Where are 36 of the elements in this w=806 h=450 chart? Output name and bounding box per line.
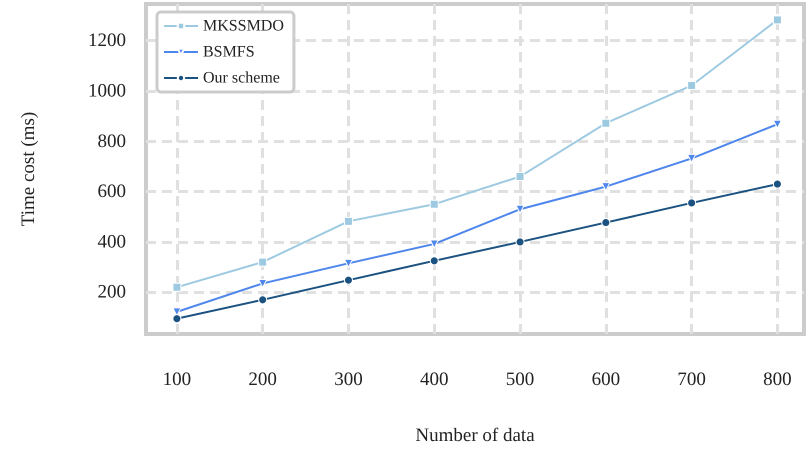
legend-label: Our scheme <box>203 70 280 86</box>
point <box>772 180 782 189</box>
x-tick-label: 800 <box>763 369 792 390</box>
point <box>601 118 610 128</box>
x-tick-label: 200 <box>248 369 277 390</box>
x-tick-label: 600 <box>592 369 620 390</box>
x-tick-label: 500 <box>506 369 534 390</box>
point <box>601 218 610 228</box>
x-tick-label: 300 <box>334 369 363 390</box>
point <box>516 237 525 246</box>
point <box>687 198 696 208</box>
point <box>172 314 182 324</box>
y-tick-label: 400 <box>98 231 126 252</box>
point <box>430 256 439 266</box>
point <box>430 200 439 209</box>
point <box>344 216 353 226</box>
x-tick-label: 400 <box>420 369 448 390</box>
x-tick-label: 700 <box>677 369 706 390</box>
legend-label: BSMFS <box>203 44 255 60</box>
x-axis-title: Number of data <box>415 425 536 446</box>
point <box>516 172 525 182</box>
y-tick-label: 200 <box>98 282 126 303</box>
x-tick-label: 100 <box>162 369 192 390</box>
y-tick-label: 600 <box>98 181 126 202</box>
point <box>344 276 353 285</box>
y-tick-label: 1000 <box>88 80 126 102</box>
y-tick-label: 1200 <box>88 30 126 52</box>
point <box>258 258 268 267</box>
point <box>772 15 782 24</box>
point <box>172 282 182 292</box>
point <box>687 80 696 90</box>
y-tick-label: 800 <box>98 130 126 152</box>
point <box>516 204 525 214</box>
point <box>258 295 268 304</box>
y-axis-title: Time cost (ms) <box>18 112 39 226</box>
legend-label: MKSSMDO <box>203 18 284 34</box>
